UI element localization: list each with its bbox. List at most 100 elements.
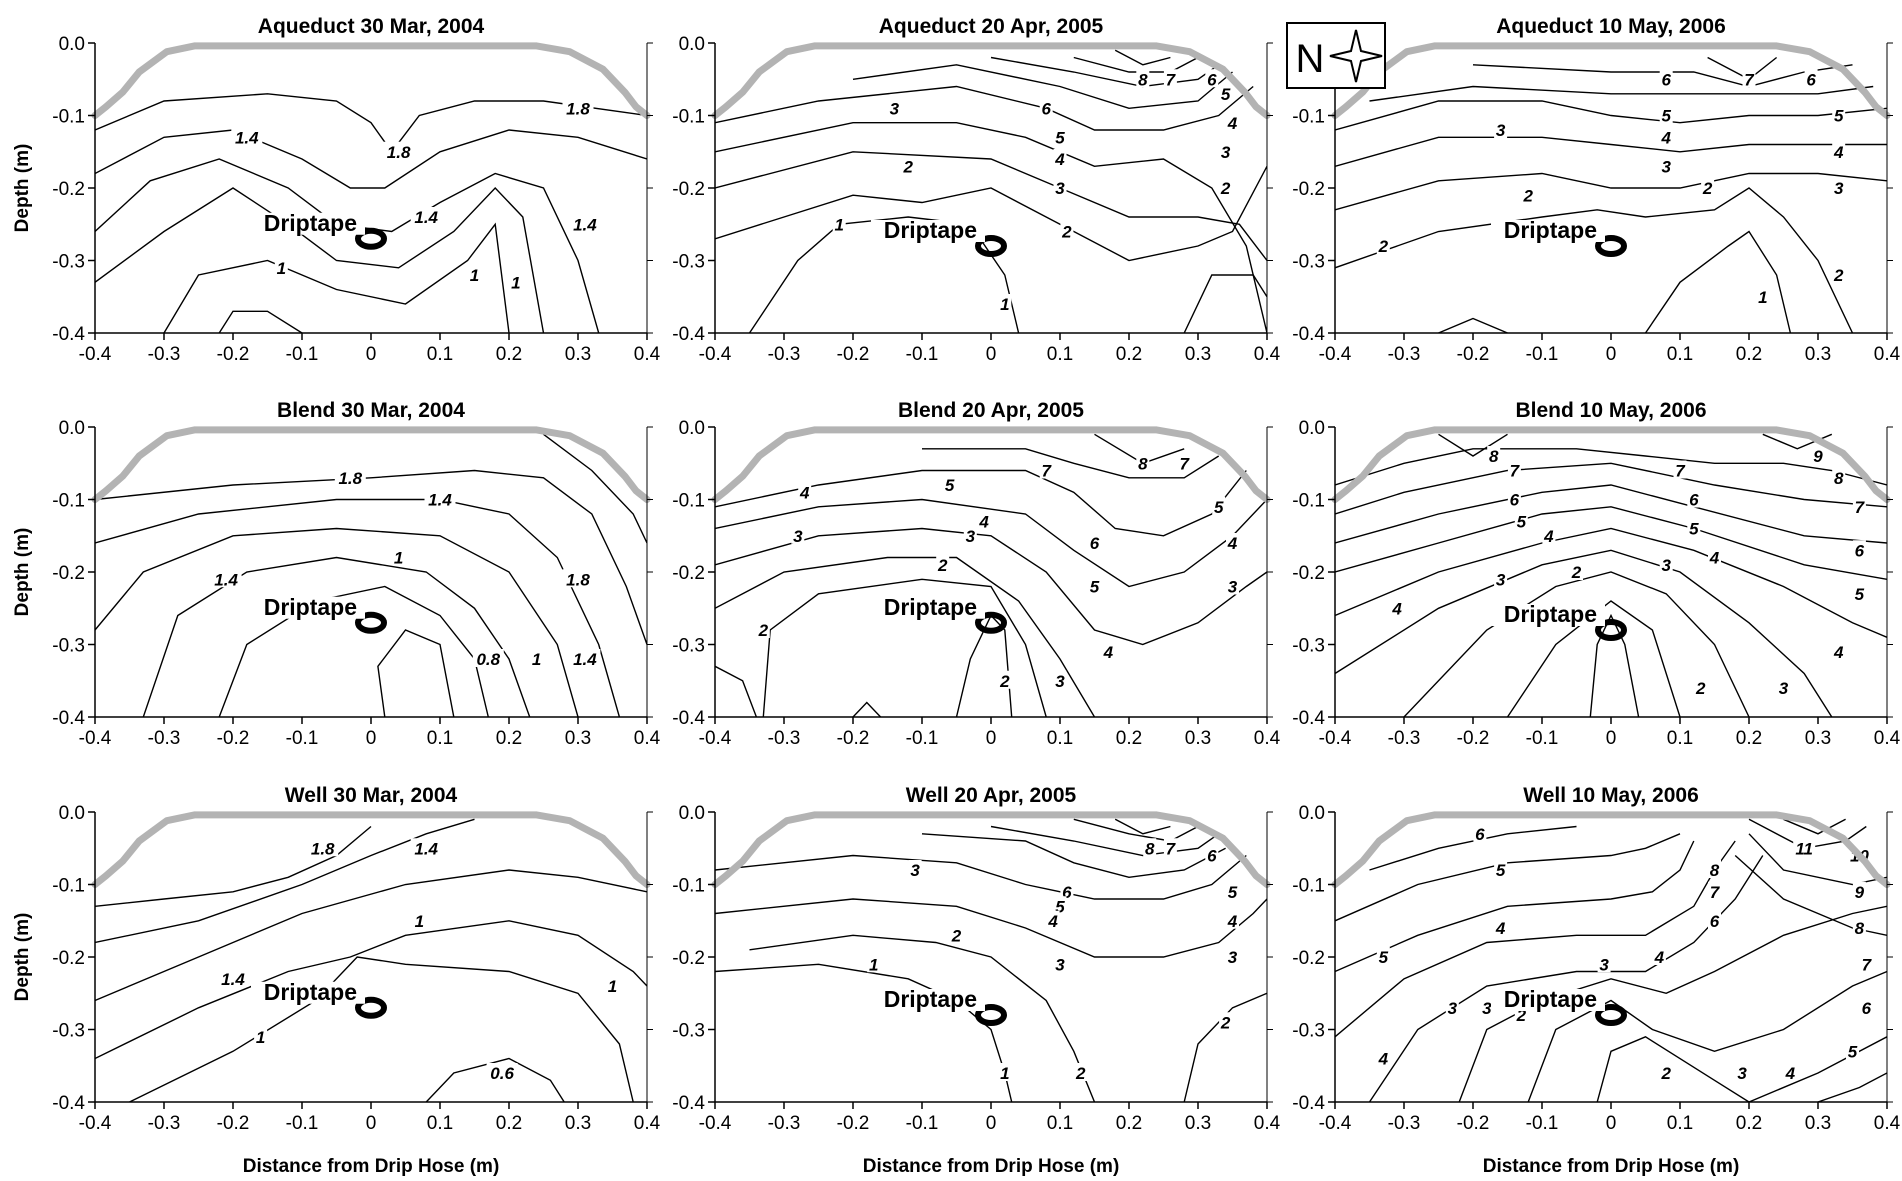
contour-label: 3 [1661,556,1671,575]
contour-line [1335,527,1887,638]
contour-label-bg [1390,598,1404,617]
y-tick-label: -0.3 [672,252,705,273]
contour-label-bg [562,569,594,588]
contour-line [1335,172,1887,211]
y-tick-label: -0.2 [1292,948,1325,969]
contour-line [1335,484,1887,544]
x-tick-label: -0.2 [1457,728,1490,749]
contour-label-bg [1507,460,1521,479]
contour-label-bg [1687,518,1701,537]
contour-line [1707,56,1778,81]
bed-outline [91,426,651,503]
y-tick-label: -0.1 [672,107,705,128]
contour-label: 7 [1166,70,1177,89]
bed-outline [1331,426,1891,503]
contour-label-bg [1507,489,1521,508]
contour-label: 6 [1207,847,1217,866]
contour-line [1335,462,1887,515]
x-tick-label: -0.2 [217,1113,250,1134]
x-tick-label: 0.2 [1116,344,1142,365]
contour-label-bg [1832,641,1846,660]
contour-label-bg [1777,678,1790,696]
contour-label: 9 [1855,883,1865,902]
contour-label: 5 [1517,512,1527,531]
y-tick-label: -0.2 [672,563,705,584]
contour-label-bg [1859,997,1873,1016]
contour-label: 2 [1220,179,1231,198]
contour-line [715,556,1096,717]
contour-label: 5 [1221,85,1231,104]
y-tick-label: -0.3 [1292,1021,1325,1042]
contour-label-bg [1494,860,1508,878]
x-tick-label: -0.2 [837,344,870,365]
x-tick-label: -0.1 [286,1113,319,1134]
contour-label-bg [1783,1063,1797,1081]
contour-label: 4 [1047,912,1058,931]
contour-line [1335,506,1887,580]
y-tick-label: -0.3 [672,1021,705,1042]
contour-label: 6 [1062,883,1072,902]
contour-label-bg [1521,185,1535,204]
contour-line [95,469,647,645]
contour-label: 8 [1489,447,1499,466]
y-tick-label: -0.4 [672,324,705,345]
contour-label: 6 [1475,825,1485,844]
panel-title: Blend 30 Mar, 2004 [277,399,465,422]
contour-label: 2 [1702,179,1713,198]
contour-label-bg [1804,69,1818,88]
contour-label-bg [1226,947,1239,965]
contour-line [1506,600,1681,717]
bed-outline [1331,42,1891,119]
y-tick-label: 0.0 [1299,803,1325,824]
contour-label-bg [1177,453,1191,472]
contour-label: 1 [511,273,520,292]
contour-label: 4 [1660,128,1671,147]
x-tick-label: -0.3 [148,1113,181,1134]
contour-label-bg [1852,881,1866,900]
panel-title: Aqueduct 30 Mar, 2004 [258,15,485,38]
contour-label: 4 [1833,643,1844,662]
contour-label-bg [1659,105,1673,124]
contour-label-bg [1701,178,1715,196]
contour-label: 1.8 [566,99,590,118]
contour-label: 5 [1855,585,1865,604]
contour-label: 6 [1855,541,1865,560]
contour-label-bg [791,525,805,544]
contour-label: 3 [1221,143,1231,162]
x-tick-label: -0.1 [1526,1113,1559,1134]
contour-line [95,498,621,717]
contour-label: 2 [1660,1064,1671,1083]
contour-label-bg [412,910,426,929]
x-tick-label: 0 [1606,728,1617,749]
y-tick-label: -0.1 [52,491,85,512]
contour-label-bg [1832,265,1846,283]
contour-label-bg [1473,823,1487,842]
contour-label-bg [217,968,249,987]
contour-line [715,165,1267,262]
contour-line [715,665,758,717]
contour-label-bg [1205,69,1219,88]
contour-line [1335,136,1887,167]
x-tick-label: -0.3 [768,1113,801,1134]
contour-label: 2 [937,556,948,575]
x-tick-label: 0.2 [496,344,522,365]
contour-line [715,151,1267,261]
contour-label: 1.4 [414,208,438,227]
contour-label: 9 [1813,447,1823,466]
contour-line [95,920,647,1060]
y-tick-label: -0.2 [672,948,705,969]
contour-label: 1.4 [573,650,597,669]
x-tick-label: -0.1 [1526,728,1559,749]
contour-label: 5 [1496,861,1506,880]
contour-label: 2 [1516,1006,1527,1025]
x-tick-label: 0.3 [1185,728,1211,749]
contour-panel-9: Well 10 May, 200661110589786475543633254… [1292,784,1900,1177]
contour-label: 4 [1543,527,1554,546]
y-tick-label: -0.1 [1292,491,1325,512]
x-tick-label: -0.1 [286,728,319,749]
contour-label: 4 [1785,1064,1796,1083]
